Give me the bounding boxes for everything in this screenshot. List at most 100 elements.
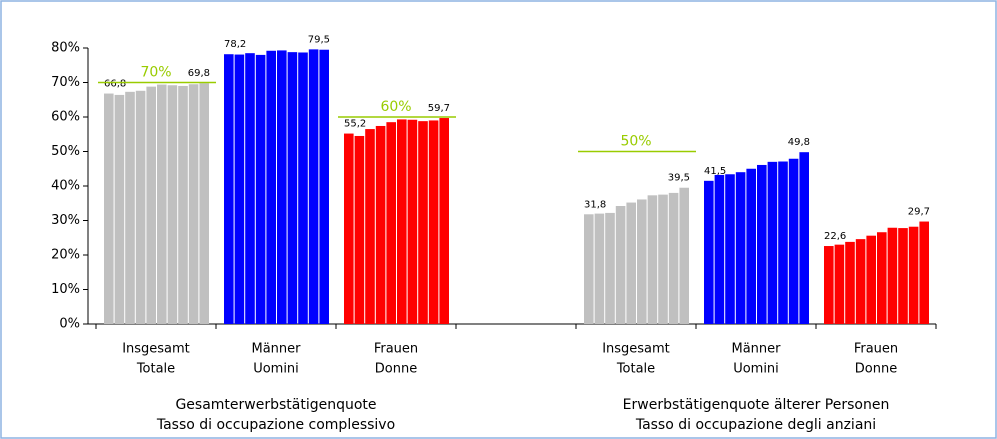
bar — [898, 228, 908, 324]
category-label: Frauen — [854, 342, 898, 357]
value-label: 41,5 — [704, 166, 726, 177]
y-tick-label: 20% — [51, 248, 80, 263]
bar — [887, 227, 898, 324]
bar — [679, 187, 689, 324]
category-label: Insgesamt — [122, 342, 190, 357]
target-label: 70% — [140, 65, 171, 81]
target-label: 60% — [380, 99, 411, 115]
value-label: 55,2 — [344, 119, 366, 130]
category-label: Frauen — [374, 342, 418, 357]
bar — [407, 119, 418, 324]
bar — [135, 90, 146, 324]
bar — [626, 202, 636, 324]
bar — [199, 83, 209, 324]
bar — [365, 129, 375, 324]
value-label: 49,8 — [788, 137, 810, 148]
bar — [428, 120, 439, 324]
value-label: 59,7 — [428, 103, 450, 114]
bar — [866, 235, 876, 324]
bar — [919, 221, 929, 324]
bar — [757, 164, 767, 324]
bar — [714, 174, 725, 324]
bar — [584, 214, 594, 324]
y-tick-label: 0% — [59, 317, 80, 332]
bar — [439, 118, 449, 324]
target-label: 50% — [620, 134, 651, 150]
bar — [397, 119, 407, 324]
bar — [308, 49, 319, 324]
bar — [146, 86, 156, 324]
bar — [167, 85, 178, 324]
category-label: Totale — [136, 362, 175, 377]
category-label: Donne — [855, 362, 897, 377]
bar — [594, 213, 605, 324]
bar — [178, 85, 188, 324]
y-tick-label: 70% — [51, 75, 80, 90]
bar — [245, 53, 255, 325]
bar — [344, 133, 354, 324]
y-tick-label: 10% — [51, 282, 80, 297]
bar — [375, 125, 386, 324]
bar — [255, 54, 266, 325]
bar — [767, 161, 778, 324]
bar — [834, 244, 845, 324]
panel-title: Gesamterwerbstätigenquote — [175, 397, 376, 413]
bar — [908, 226, 919, 324]
y-tick-label: 30% — [51, 213, 80, 228]
bar — [104, 93, 114, 324]
bar — [354, 135, 365, 324]
bar — [668, 192, 679, 324]
bar — [418, 121, 428, 324]
bar — [615, 206, 626, 324]
bar — [277, 50, 287, 324]
value-label: 31,8 — [584, 199, 606, 210]
category-label: Männer — [251, 342, 301, 357]
bar — [799, 152, 809, 324]
value-label: 29,7 — [908, 207, 930, 218]
bar — [319, 49, 329, 324]
bar — [637, 199, 647, 324]
y-tick-label: 50% — [51, 144, 80, 159]
bar — [658, 194, 668, 324]
category-label: Totale — [616, 362, 655, 377]
bar — [266, 50, 276, 324]
panel-title: Erwerbstätigenquote älterer Personen — [623, 397, 890, 413]
bar — [735, 172, 746, 324]
bar — [845, 241, 855, 324]
value-label: 66,8 — [104, 79, 126, 90]
bar — [824, 246, 834, 324]
bar — [788, 158, 799, 324]
y-tick-label: 80% — [51, 41, 80, 56]
panel-title: Tasso di occupazione degli anziani — [635, 417, 876, 433]
category-label: Männer — [731, 342, 781, 357]
bar — [877, 232, 887, 324]
bar — [224, 54, 234, 325]
panel-title: Tasso di occupazione complessivo — [156, 417, 395, 433]
bar — [746, 168, 756, 324]
bar — [234, 54, 245, 325]
value-label: 79,5 — [308, 35, 330, 46]
bar — [287, 52, 298, 324]
y-tick-label: 60% — [51, 110, 80, 125]
y-tick-label: 40% — [51, 179, 80, 194]
bar — [725, 174, 735, 324]
bar — [855, 239, 866, 324]
value-label: 39,5 — [668, 173, 690, 184]
bar — [386, 122, 396, 324]
category-label: Insgesamt — [602, 342, 670, 357]
bar — [188, 84, 199, 324]
bar — [704, 180, 714, 324]
category-label: Donne — [375, 362, 417, 377]
bar — [125, 91, 135, 324]
bar — [647, 195, 658, 324]
category-label: Uomini — [253, 362, 299, 377]
value-label: 78,2 — [224, 39, 246, 50]
bar — [605, 212, 615, 324]
bar — [157, 84, 167, 324]
value-label: 22,6 — [824, 231, 846, 242]
bar — [778, 161, 788, 324]
value-label: 69,8 — [188, 68, 210, 79]
bar — [298, 52, 308, 325]
